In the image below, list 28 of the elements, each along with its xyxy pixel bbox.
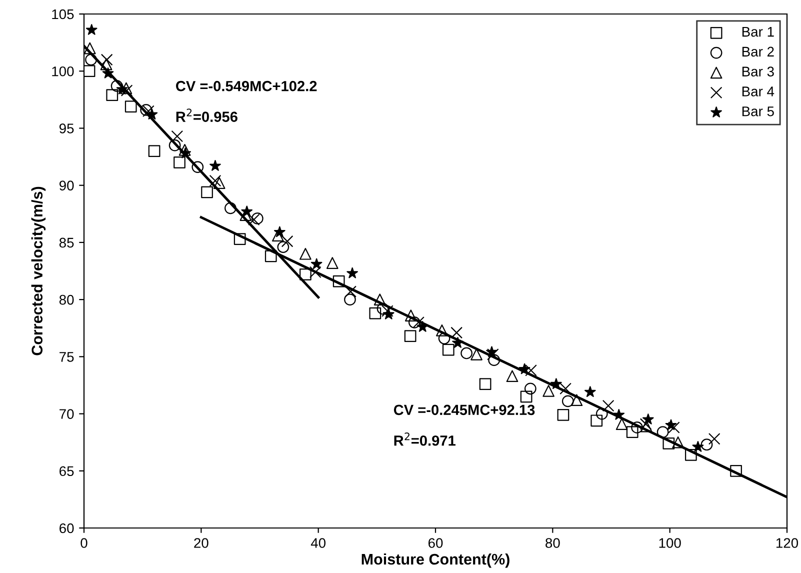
- y-tick-label: 75: [60, 352, 74, 362]
- annotation: CV =-0.549MC+102.2: [176, 80, 317, 92]
- annotation: CV =-0.245MC+92.13: [394, 404, 535, 416]
- y-tick-label: 95: [59, 124, 74, 134]
- y-tick-label: 70: [60, 409, 74, 419]
- x-axis-title: Moisture Content(%): [362, 553, 510, 568]
- legend-label: Bar 2: [742, 46, 774, 57]
- x-tick-label: 60: [428, 538, 443, 548]
- x-tick-label: 20: [194, 538, 208, 548]
- y-tick-label: 105: [52, 9, 74, 20]
- x-tick-label: 80: [546, 538, 560, 548]
- x-tick-label: 100: [659, 538, 681, 548]
- annotation: R$^{2}$=0.971: [394, 432, 456, 446]
- y-tick-label: 100: [52, 66, 74, 76]
- x-tick-label: 0: [80, 538, 88, 548]
- legend-label: Bar 3: [742, 66, 774, 76]
- y-tick-label: 65: [60, 466, 74, 476]
- y-tick-label: 80: [59, 294, 74, 305]
- x-tick-label: 40: [310, 538, 326, 548]
- annotation: R$^{2}$=0.956: [176, 108, 238, 122]
- y-tick-label: 90: [59, 180, 74, 191]
- legend-label: Bar 1: [742, 27, 774, 37]
- legend-label: Bar 4: [742, 86, 774, 96]
- x-tick-label: 120: [776, 538, 798, 548]
- legend-label: Bar 5: [742, 106, 774, 116]
- y-axis-title: Corrected velocity(m/s): [31, 186, 46, 356]
- y-tick-label: 60: [60, 523, 74, 534]
- y-tick-label: 85: [59, 238, 74, 248]
